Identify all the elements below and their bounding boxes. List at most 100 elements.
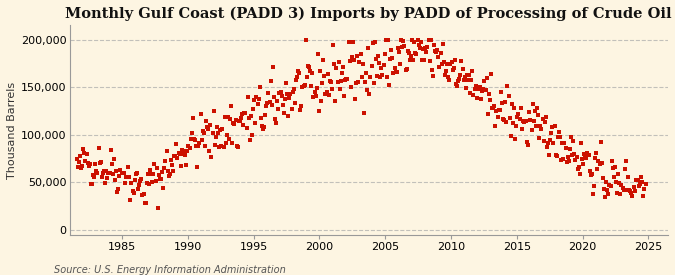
Point: [375, 75, 385, 79]
Point: [401, 67, 412, 71]
Point: [163, 174, 174, 178]
Point: [388, 71, 399, 76]
Point: [350, 97, 360, 101]
Point: [126, 181, 137, 186]
Point: [462, 73, 472, 77]
Point: [130, 177, 140, 182]
Point: [117, 170, 128, 175]
Point: [587, 172, 597, 177]
Point: [275, 90, 286, 94]
Point: [367, 41, 378, 45]
Point: [527, 102, 538, 106]
Point: [248, 107, 259, 111]
Point: [295, 108, 306, 112]
Point: [144, 182, 155, 186]
Point: [394, 50, 404, 54]
Point: [251, 95, 262, 100]
Point: [469, 87, 480, 92]
Point: [149, 162, 160, 166]
Point: [483, 92, 494, 96]
Point: [399, 44, 410, 48]
Point: [412, 37, 423, 42]
Point: [180, 153, 190, 158]
Point: [558, 157, 569, 161]
Point: [335, 79, 346, 83]
Point: [277, 103, 288, 107]
Point: [537, 117, 548, 121]
Point: [348, 40, 358, 44]
Point: [111, 169, 122, 173]
Point: [591, 151, 601, 156]
Point: [123, 165, 134, 169]
Point: [459, 75, 470, 79]
Point: [109, 157, 119, 161]
Point: [597, 176, 608, 180]
Point: [179, 152, 190, 156]
Point: [127, 189, 138, 193]
Point: [626, 191, 637, 196]
Point: [599, 195, 610, 199]
Point: [487, 106, 497, 111]
Point: [322, 72, 333, 76]
Point: [485, 98, 495, 103]
Point: [397, 45, 408, 50]
Point: [337, 71, 348, 75]
Point: [564, 146, 575, 151]
Point: [383, 37, 394, 42]
Point: [288, 87, 299, 92]
Point: [576, 140, 587, 145]
Point: [271, 121, 281, 125]
Point: [526, 128, 537, 132]
Point: [369, 40, 380, 45]
Point: [481, 76, 492, 80]
Point: [474, 87, 485, 91]
Point: [159, 166, 169, 170]
Point: [445, 62, 456, 66]
Point: [124, 175, 134, 180]
Point: [246, 113, 256, 118]
Point: [429, 43, 439, 47]
Point: [628, 185, 639, 189]
Point: [431, 50, 441, 54]
Point: [176, 147, 187, 152]
Point: [467, 69, 478, 73]
Point: [612, 191, 622, 195]
Point: [434, 65, 445, 69]
Point: [503, 94, 514, 98]
Point: [184, 146, 195, 150]
Point: [181, 163, 192, 167]
Point: [191, 144, 202, 148]
Point: [307, 70, 318, 75]
Point: [165, 158, 176, 163]
Point: [614, 180, 624, 185]
Point: [254, 84, 265, 89]
Point: [333, 60, 344, 64]
Point: [244, 138, 255, 143]
Point: [483, 112, 493, 116]
Point: [206, 155, 217, 160]
Point: [512, 115, 522, 119]
Point: [264, 99, 275, 104]
Point: [296, 104, 306, 108]
Point: [183, 144, 194, 148]
Point: [115, 168, 126, 172]
Point: [427, 67, 437, 72]
Point: [112, 190, 123, 194]
Point: [450, 57, 460, 62]
Point: [190, 138, 200, 142]
Point: [147, 180, 158, 185]
Point: [171, 142, 182, 146]
Point: [362, 88, 373, 92]
Point: [592, 167, 603, 171]
Point: [379, 52, 390, 56]
Point: [160, 159, 171, 163]
Point: [492, 115, 503, 119]
Point: [240, 111, 251, 116]
Point: [309, 89, 320, 94]
Point: [74, 153, 85, 158]
Text: Source: U.S. Energy Information Administration: Source: U.S. Energy Information Administ…: [54, 265, 286, 275]
Point: [88, 172, 99, 177]
Point: [135, 179, 146, 184]
Point: [80, 159, 91, 164]
Point: [546, 131, 557, 136]
